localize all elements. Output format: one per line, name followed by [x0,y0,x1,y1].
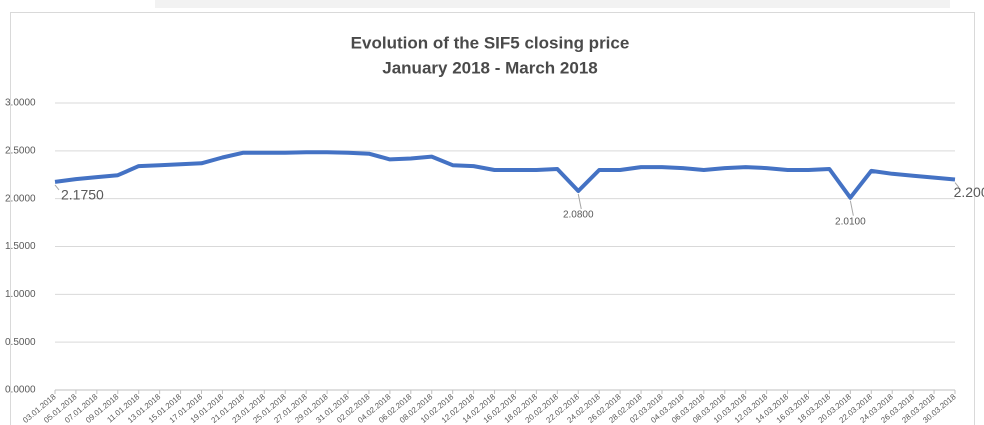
chart-frame [10,12,975,425]
label-leader [954,182,960,188]
y-tick-label: 2.0000 [5,193,36,204]
price-line [54,150,956,200]
y-tick-label: 2.5000 [5,145,36,156]
y-tick-label: 1.0000 [5,289,36,300]
data-label: 2.1750 [61,187,104,203]
label-leader [54,184,60,191]
y-tick-label: 0.5000 [5,337,36,348]
chart-title: Evolution of the SIF5 closing price [351,33,630,52]
chart-subtitle: January 2018 - March 2018 [382,58,597,77]
top-bar [155,0,950,8]
label-leader [849,200,854,216]
data-label: 2.0100 [835,216,866,227]
data-label: 2.0800 [563,210,594,221]
label-leader [577,193,582,210]
y-tick-label: 1.5000 [5,241,36,252]
y-tick-label: 3.0000 [5,98,36,109]
data-label: 2.2000 [954,184,984,200]
y-tick-label: 0.0000 [5,385,36,396]
